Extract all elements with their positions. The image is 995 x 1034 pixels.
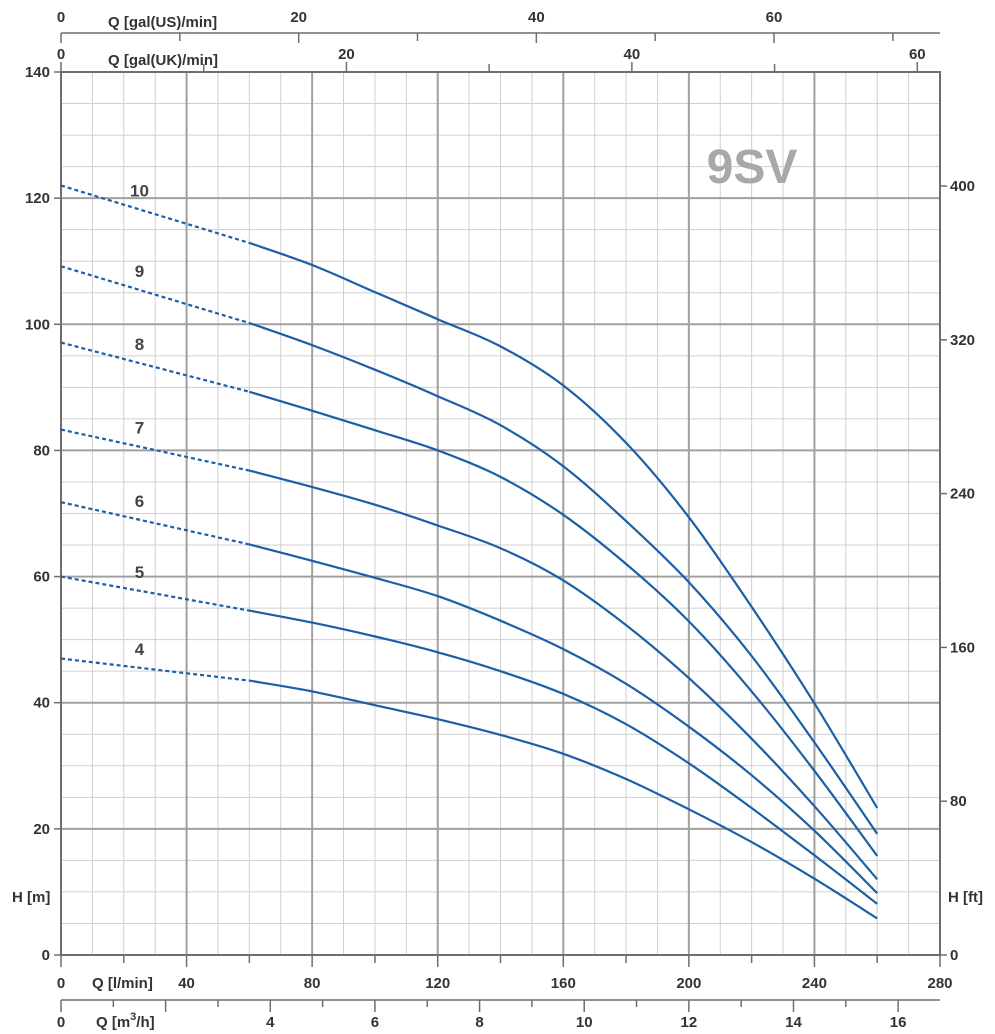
y-ft-tick-label: 0 (950, 947, 958, 964)
curve-label-4: 4 (135, 640, 145, 659)
x-m3h-tick-label: 4 (266, 1014, 275, 1031)
x-galus-tick-label: 60 (766, 9, 783, 26)
y-tick-label: 20 (33, 821, 50, 838)
x-axis-title-m3h-sup: 3 (130, 1011, 136, 1023)
x-tick-label: 120 (425, 975, 450, 992)
y-tick-label: 60 (33, 569, 50, 586)
curve-8-dashed (60, 341, 250, 393)
x-tick-label: 40 (178, 975, 195, 992)
x-m3h-tick-label: 10 (576, 1014, 593, 1031)
curve-5-dashed (60, 575, 250, 612)
curve-5-solid (249, 609, 878, 905)
pump-curves (60, 184, 879, 920)
curve-4-dashed (60, 657, 250, 682)
x-galus-tick-label: 20 (290, 9, 307, 26)
curve-labels: 4 5 6 7 8 9 10 (130, 181, 149, 658)
curve-label-7: 7 (135, 419, 144, 438)
x-m3h-tick-label: 0 (57, 1014, 65, 1031)
x-tick-label: 0 (57, 975, 65, 992)
curve-7-solid (249, 469, 879, 881)
x-axis-title-gal-uk: Q [gal(UK)/min] (108, 52, 218, 69)
x-axis-title-m3h-end: /h] (136, 1014, 154, 1031)
x-tick-label: 160 (551, 975, 576, 992)
y-ft-tick-label: 320 (950, 332, 975, 349)
y-axis-title-ft: H [ft] (948, 889, 983, 906)
x-galuk-tick-label: 40 (624, 46, 641, 63)
x-m3h-tick-label: 12 (681, 1014, 698, 1031)
x-galuk-tick-label: 20 (338, 46, 355, 63)
curve-8-solid (249, 390, 879, 857)
x-galuk-tick-label: 0 (57, 46, 65, 63)
x-axis-title-gal-us: Q [gal(US)/min] (108, 14, 217, 31)
x-m3h-tick-label: 6 (371, 1014, 379, 1031)
curve-label-8: 8 (135, 335, 144, 354)
y-axis-title-m: H [m] (12, 889, 50, 906)
curve-label-5: 5 (135, 563, 144, 582)
y-ft-tick-label: 80 (950, 793, 967, 810)
y-tick-label: 140 (25, 64, 50, 81)
curve-9-dashed (60, 265, 250, 325)
curve-label-9: 9 (135, 262, 144, 281)
y-ft-tick-label: 240 (950, 486, 975, 503)
y-tick-label: 100 (25, 316, 50, 333)
y-tick-label: 40 (33, 695, 50, 712)
x-m3h-tick-label: 16 (890, 1014, 907, 1031)
major-gridlines (61, 72, 940, 955)
x-galus-tick-label: 0 (57, 9, 65, 26)
y-ft-tick-label: 160 (950, 639, 975, 656)
y-tick-label: 120 (25, 190, 50, 207)
y-tick-label: 80 (33, 442, 50, 459)
curve-9-solid (249, 321, 879, 835)
curve-label-10: 10 (130, 181, 149, 200)
x-axis-title-m3h: Q [m3/h] (96, 1011, 155, 1031)
y-ft-tick-label: 400 (950, 178, 975, 195)
x-tick-label: 240 (802, 975, 827, 992)
curve-10-dashed (60, 184, 250, 244)
minor-gridlines (61, 72, 940, 955)
x-axis-title-m3h-main: Q [m (96, 1014, 130, 1031)
x-tick-label: 280 (927, 975, 952, 992)
curve-6-solid (249, 543, 878, 894)
curve-label-6: 6 (135, 492, 144, 511)
x-tick-label: 200 (676, 975, 701, 992)
curve-4-solid (249, 679, 878, 920)
x-tick-label: 80 (304, 975, 321, 992)
x-m3h-tick-label: 8 (475, 1014, 483, 1031)
curve-10-solid (249, 241, 879, 809)
x-axis-title-lmin: Q [l/min] (92, 975, 153, 992)
model-title: 9SV (707, 141, 798, 194)
y-tick-label: 0 (42, 947, 50, 964)
x-m3h-tick-label: 14 (785, 1014, 802, 1031)
x-galuk-tick-label: 60 (909, 46, 926, 63)
x-galus-tick-label: 40 (528, 9, 545, 26)
